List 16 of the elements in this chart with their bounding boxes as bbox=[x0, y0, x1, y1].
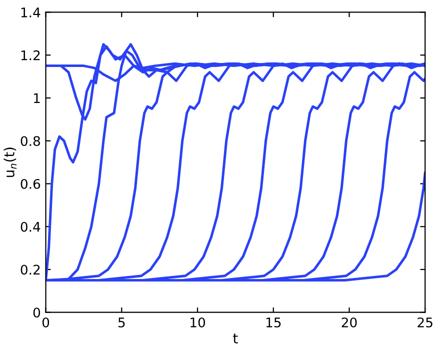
y-tick-label: 0 bbox=[33, 308, 40, 318]
x-tick-label: 5 bbox=[118, 318, 125, 328]
x-tick-label: 15 bbox=[266, 318, 281, 328]
y-tick-label: 1.4 bbox=[21, 8, 40, 18]
x-tick-label: 0 bbox=[42, 317, 50, 328]
y-tick-label: 1.2 bbox=[21, 50, 40, 60]
x-tick-label: 10 bbox=[190, 317, 206, 328]
y-tick-label: 0.2 bbox=[20, 264, 40, 275]
x-tick-label: 25 bbox=[418, 317, 432, 328]
y-tick-label: 0.4 bbox=[20, 222, 40, 232]
x-tick-label: 20 bbox=[342, 317, 357, 328]
y-tick-label: 0.8 bbox=[20, 136, 40, 146]
y-tick-label: 0.6 bbox=[20, 178, 40, 189]
x-axis-title: t bbox=[233, 334, 238, 344]
y-axis-title: u$_{n}$(t) bbox=[4, 148, 17, 178]
y-tick-label: 1 bbox=[34, 93, 40, 103]
